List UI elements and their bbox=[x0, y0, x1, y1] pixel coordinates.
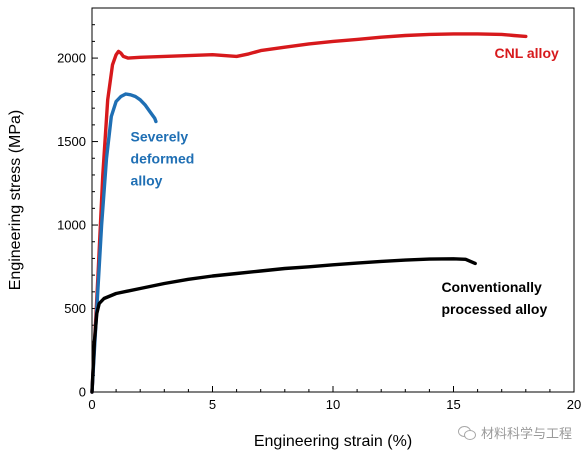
plot-frame bbox=[91, 7, 575, 393]
x-tick-label: 10 bbox=[326, 397, 340, 412]
watermark-text: 材料科学与工程 bbox=[480, 427, 572, 442]
watermark: 材料科学与工程 bbox=[457, 423, 572, 442]
series-line-cnl-alloy bbox=[90, 32, 528, 394]
y-tick-label: 0 bbox=[79, 385, 86, 400]
annotation-layer: CNL alloy Severely deformed alloy Convention… bbox=[131, 45, 559, 317]
series-annotation: Conventionally processed alloy bbox=[441, 279, 547, 317]
y-tick-label: 500 bbox=[64, 301, 86, 316]
series-annotation: Severely deformed alloy bbox=[131, 129, 195, 189]
x-axis-ticks: 0 5 10 15 20 bbox=[88, 386, 581, 412]
annotation-line: CNL alloy bbox=[494, 45, 559, 61]
y-tick-label: 1000 bbox=[57, 218, 86, 233]
annotation-line: alloy bbox=[131, 173, 163, 189]
series-annotation: CNL alloy bbox=[494, 45, 559, 61]
x-tick-label: 0 bbox=[88, 397, 95, 412]
series-line-severely-deformed-alloy bbox=[90, 92, 158, 394]
series-layer bbox=[90, 32, 528, 394]
annotation-line: Severely bbox=[131, 129, 189, 145]
x-tick-label: 5 bbox=[209, 397, 216, 412]
annotation-line: Conventionally bbox=[441, 279, 542, 295]
x-tick-label: 20 bbox=[567, 397, 581, 412]
series-line-conventionally-processed-alloy bbox=[90, 257, 477, 394]
annotation-line: processed alloy bbox=[441, 301, 547, 317]
y-tick-label: 2000 bbox=[57, 51, 86, 66]
x-axis-label: Engineering strain (%) bbox=[254, 433, 412, 450]
annotation-line: deformed bbox=[131, 151, 195, 167]
y-axis-label: Engineering stress (MPa) bbox=[7, 110, 24, 291]
x-tick-label: 15 bbox=[446, 397, 460, 412]
y-tick-label: 1500 bbox=[57, 134, 86, 149]
wechat-icon bbox=[457, 425, 476, 440]
